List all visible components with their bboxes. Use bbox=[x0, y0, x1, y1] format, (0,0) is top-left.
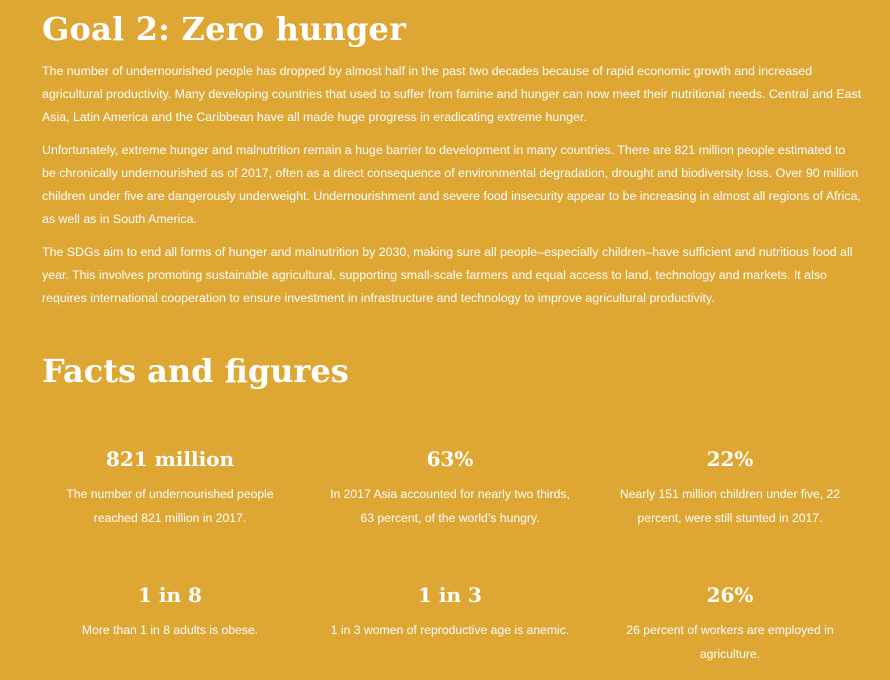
goal-title: Goal 2: Zero hunger bbox=[42, 10, 407, 48]
paragraph: Unfortunately, extreme hunger and malnut… bbox=[42, 143, 861, 226]
fact-text: In 2017 Asia accounted for nearly two th… bbox=[330, 487, 570, 525]
fact-item: 1 in 8 More than 1 in 8 adults is obese. bbox=[30, 580, 310, 680]
fact-value: 1 in 8 bbox=[138, 583, 202, 607]
fact-text: 26 percent of workers are employed in ag… bbox=[626, 623, 834, 661]
paragraph: The SDGs aim to end all forms of hunger … bbox=[42, 245, 853, 305]
goal-description: The number of undernourished people has … bbox=[42, 60, 862, 320]
fact-item: 821 million The number of undernourished… bbox=[30, 444, 310, 580]
fact-value: 26% bbox=[706, 583, 754, 607]
paragraph: The number of undernourished people has … bbox=[42, 64, 862, 124]
fact-text: 1 in 3 women of reproductive age is anem… bbox=[330, 623, 570, 637]
fact-text: Nearly 151 million children under five, … bbox=[619, 487, 841, 525]
fact-text: The number of undernourished people reac… bbox=[66, 487, 274, 525]
fact-value: 63% bbox=[426, 447, 474, 471]
fact-item: 22% Nearly 151 million children under fi… bbox=[590, 444, 870, 580]
fact-item: 26% 26 percent of workers are employed i… bbox=[590, 580, 870, 680]
fact-item: 1 in 3 1 in 3 women of reproductive age … bbox=[310, 580, 590, 680]
fact-value: 1 in 3 bbox=[418, 583, 482, 607]
fact-value: 22% bbox=[706, 447, 754, 471]
fact-item: 63% In 2017 Asia accounted for nearly tw… bbox=[310, 444, 590, 580]
facts-title: Facts and figures bbox=[42, 352, 349, 390]
fact-text: More than 1 in 8 adults is obese. bbox=[81, 623, 259, 637]
fact-value: 821 million bbox=[105, 447, 235, 471]
facts-grid: 821 million The number of undernourished… bbox=[30, 444, 870, 680]
